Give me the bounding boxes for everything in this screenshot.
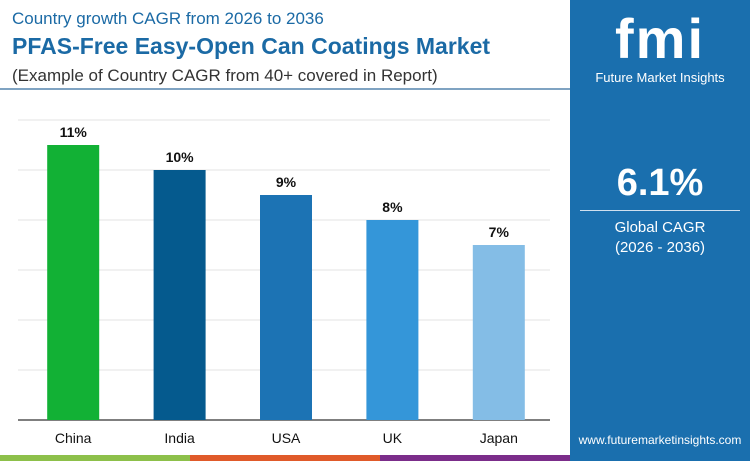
bar-chart: 11% China 10% India 9% USA 8% UK 7% Japan — [18, 119, 550, 446]
chart-title: PFAS-Free Easy-Open Can Coatings Market — [12, 33, 491, 59]
data-label: 9% — [276, 174, 297, 190]
divider — [0, 88, 570, 90]
stripe-green — [0, 455, 190, 461]
website-url: www.futuremarketinsights.com — [578, 433, 742, 447]
global-cagr-value: 6.1% — [616, 162, 704, 204]
cagr-divider — [580, 210, 740, 211]
bar-uk — [366, 220, 419, 420]
x-tick-label: India — [164, 430, 195, 446]
data-label: 11% — [60, 124, 88, 140]
logo-text: Future Market Insights — [595, 70, 725, 85]
bar-india — [153, 170, 206, 420]
bar-japan — [472, 245, 525, 420]
x-tick-label: USA — [272, 430, 301, 446]
x-tick-label: China — [55, 430, 92, 446]
data-label: 7% — [489, 224, 510, 240]
cagr-period: (2026 - 2036) — [614, 239, 706, 256]
stripe-orange — [190, 455, 380, 461]
cagr-label: Global CAGR — [614, 219, 706, 236]
stripe-purple — [380, 455, 570, 461]
fmi-logo: fmi — [600, 11, 720, 67]
bar-china — [47, 145, 100, 420]
chart-note: (Example of Country CAGR from 40+ covere… — [12, 66, 438, 85]
global-cagr-label: Global CAGR (2026 - 2036) — [570, 218, 750, 258]
side-panel — [570, 0, 750, 461]
bar-usa — [260, 195, 312, 420]
chart-subtitle: Country growth CAGR from 2026 to 2036 — [12, 9, 324, 28]
data-label: 10% — [166, 149, 195, 165]
x-tick-label: UK — [383, 430, 403, 446]
x-tick-label: Japan — [480, 430, 518, 446]
data-label: 8% — [382, 199, 403, 215]
